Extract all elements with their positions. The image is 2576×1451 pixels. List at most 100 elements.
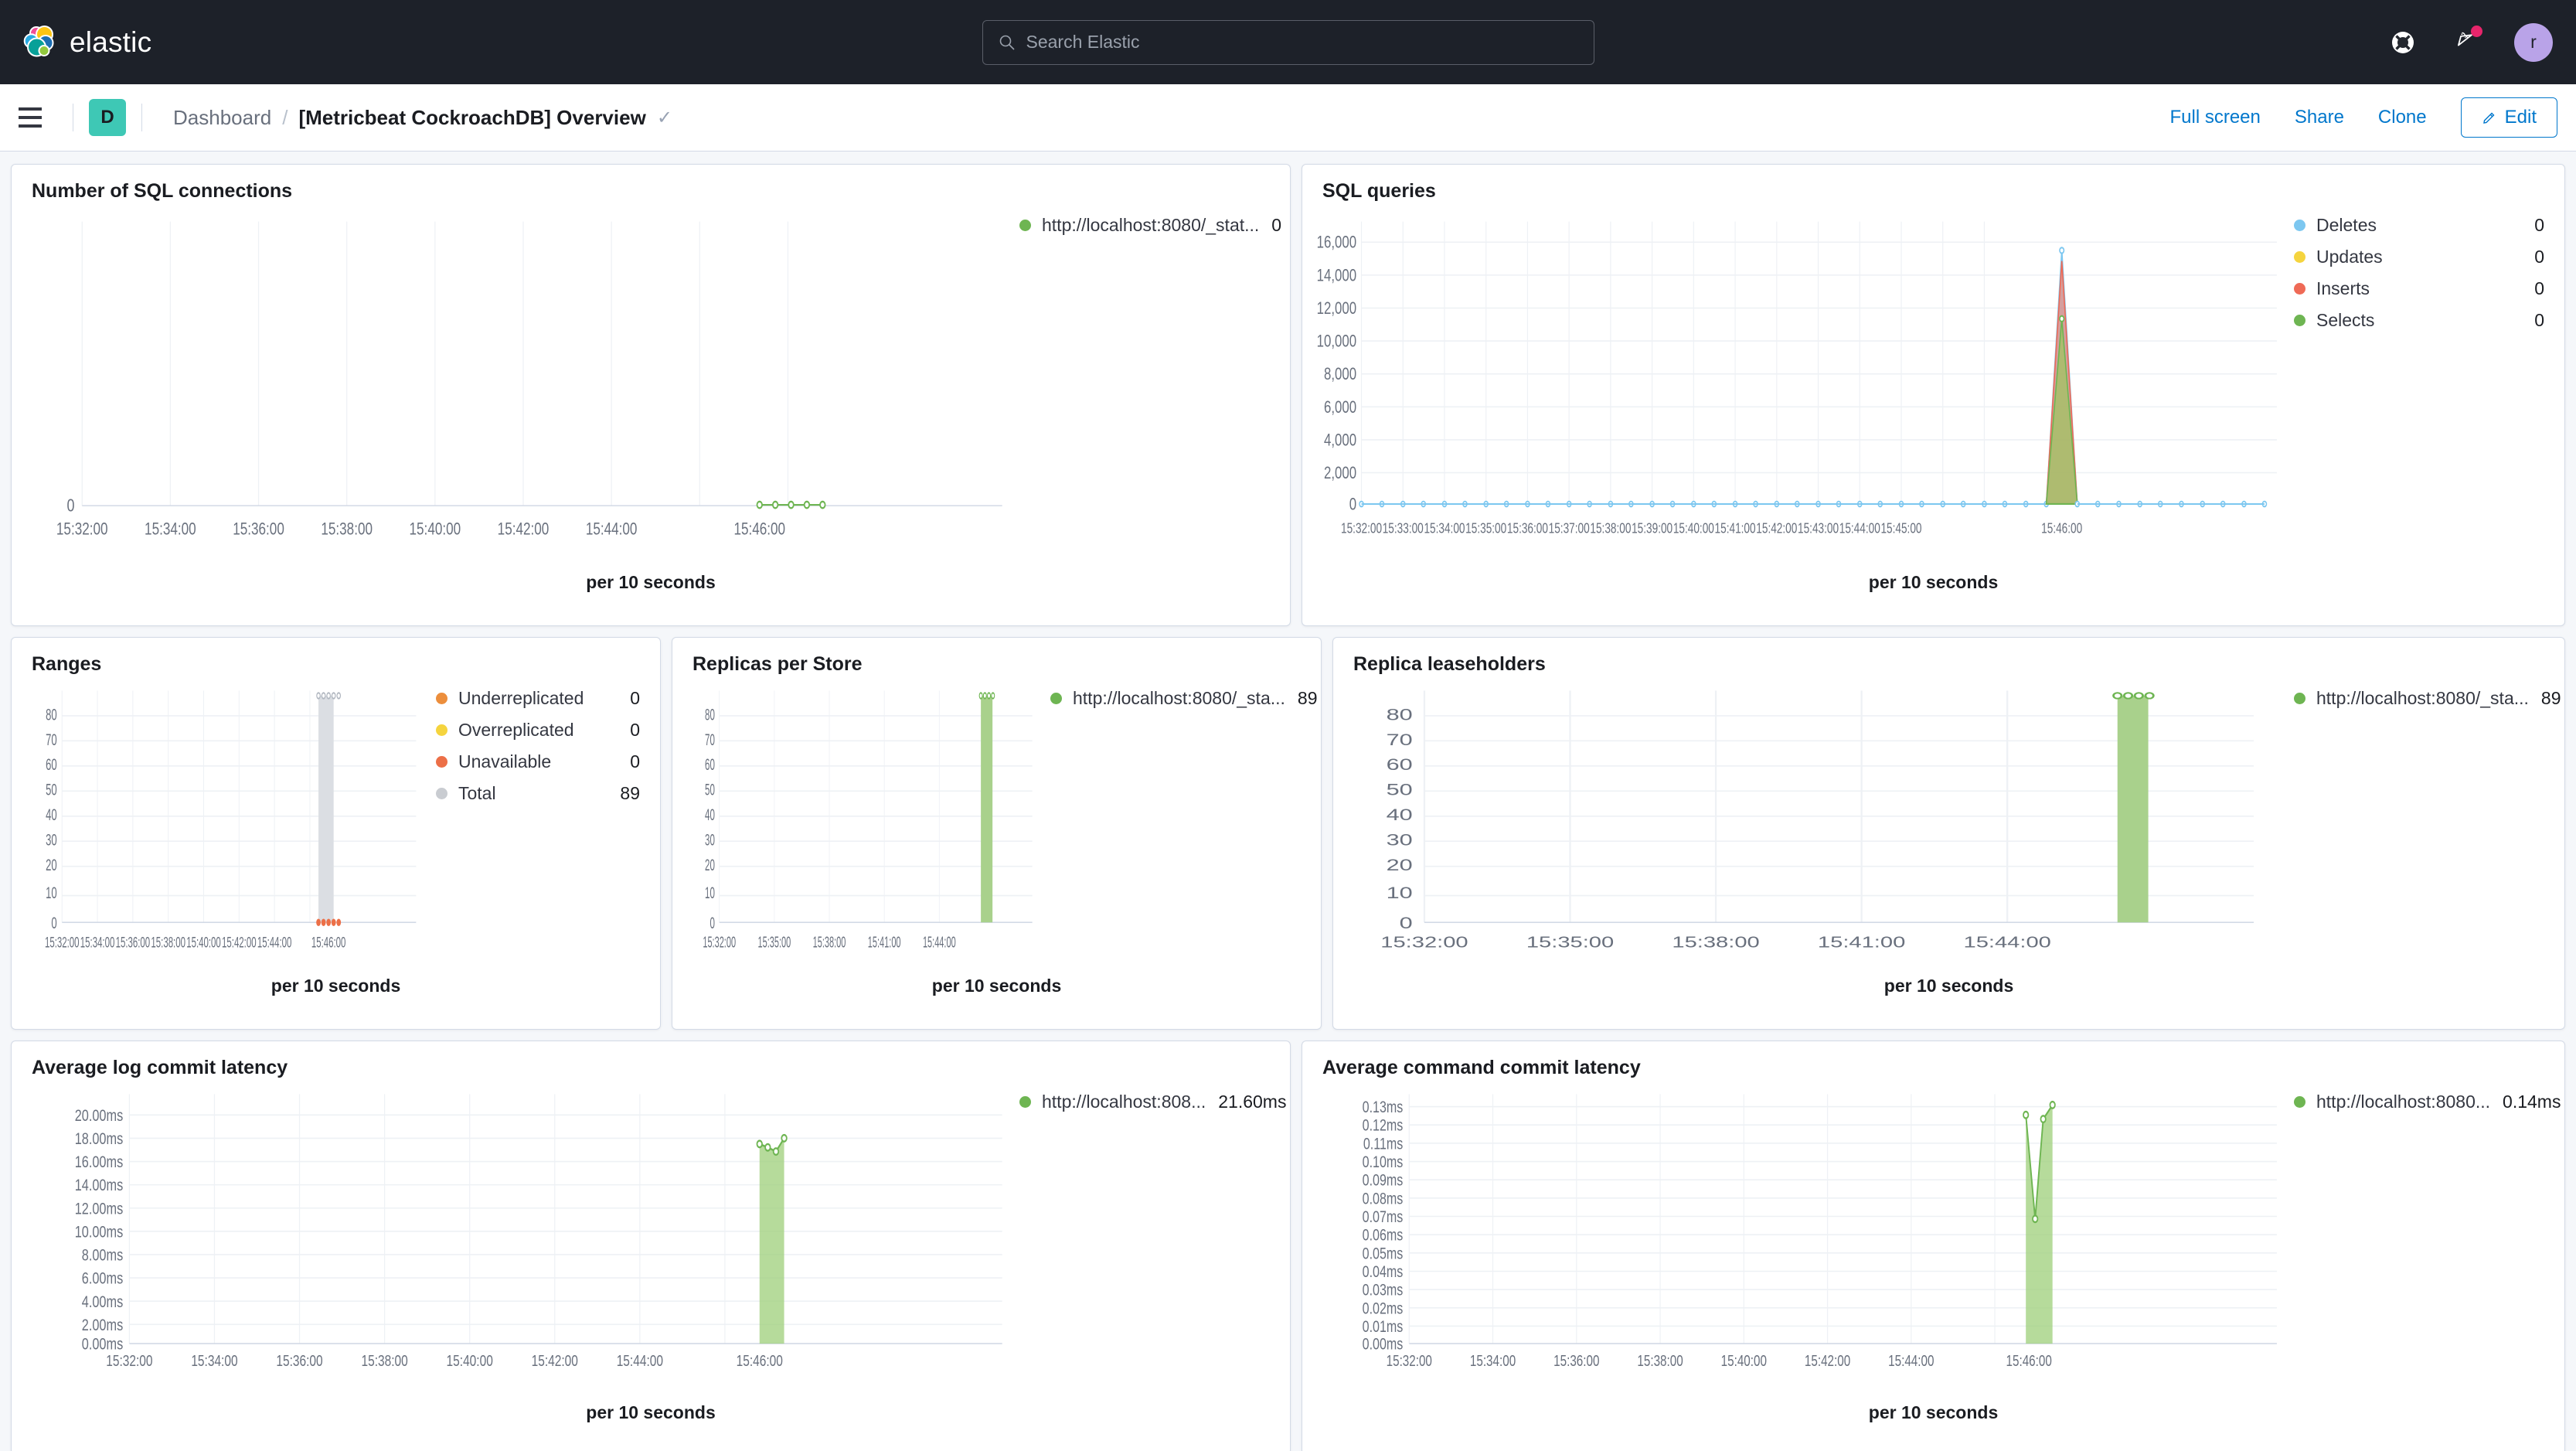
svg-text:18.00ms: 18.00ms — [75, 1130, 124, 1149]
svg-text:15:41:00: 15:41:00 — [868, 934, 901, 951]
svg-text:10: 10 — [1387, 883, 1413, 901]
svg-text:15:36:00: 15:36:00 — [276, 1352, 322, 1370]
svg-text:15:35:00: 15:35:00 — [1465, 520, 1506, 536]
svg-text:15:38:00: 15:38:00 — [361, 1352, 407, 1370]
svg-text:6.00ms: 6.00ms — [82, 1270, 123, 1289]
svg-text:30: 30 — [705, 830, 715, 850]
svg-text:15:44:00: 15:44:00 — [1888, 1352, 1934, 1370]
svg-text:15:41:00: 15:41:00 — [1818, 934, 1905, 952]
svg-text:15:42:00: 15:42:00 — [1756, 520, 1797, 536]
svg-text:15:34:00: 15:34:00 — [1424, 520, 1465, 536]
svg-text:0.01ms: 0.01ms — [1363, 1318, 1404, 1337]
svg-text:15:46:00: 15:46:00 — [2006, 1352, 2052, 1370]
svg-text:0: 0 — [1400, 913, 1413, 932]
svg-text:10: 10 — [46, 883, 57, 901]
svg-text:16,000: 16,000 — [1317, 233, 1356, 253]
svg-text:15:32:00: 15:32:00 — [1380, 934, 1468, 952]
svg-text:50: 50 — [705, 780, 715, 799]
svg-text:15:38:00: 15:38:00 — [1637, 1352, 1683, 1370]
svg-text:10.00ms: 10.00ms — [75, 1223, 124, 1242]
svg-text:0: 0 — [51, 913, 56, 932]
svg-text:70: 70 — [46, 730, 57, 748]
svg-text:15:39:00: 15:39:00 — [1632, 520, 1673, 536]
svg-text:15:32:00: 15:32:00 — [1341, 520, 1382, 536]
svg-text:15:46:00: 15:46:00 — [311, 935, 346, 952]
svg-text:2,000: 2,000 — [1324, 464, 1356, 483]
svg-text:14.00ms: 14.00ms — [75, 1177, 124, 1195]
svg-text:8.00ms: 8.00ms — [82, 1246, 123, 1265]
svg-text:15:40:00: 15:40:00 — [1721, 1352, 1767, 1370]
svg-text:15:36:00: 15:36:00 — [1553, 1352, 1599, 1370]
svg-text:0.00ms: 0.00ms — [1363, 1335, 1404, 1354]
svg-text:15:36:00: 15:36:00 — [116, 935, 151, 952]
svg-text:15:38:00: 15:38:00 — [151, 935, 185, 952]
svg-text:2.00ms: 2.00ms — [82, 1316, 123, 1335]
svg-text:15:32:00: 15:32:00 — [1387, 1352, 1432, 1370]
svg-text:50: 50 — [1387, 780, 1413, 799]
svg-text:80: 80 — [46, 705, 57, 724]
svg-text:0.10ms: 0.10ms — [1363, 1153, 1404, 1172]
svg-text:0: 0 — [710, 913, 714, 932]
svg-text:15:33:00: 15:33:00 — [1383, 520, 1424, 536]
svg-text:20: 20 — [46, 856, 57, 874]
svg-text:15:44:00: 15:44:00 — [1963, 934, 2050, 952]
svg-text:4,000: 4,000 — [1324, 431, 1356, 450]
svg-text:15:41:00: 15:41:00 — [1715, 520, 1756, 536]
svg-text:15:40:00: 15:40:00 — [410, 519, 461, 539]
svg-text:15:32:00: 15:32:00 — [106, 1352, 152, 1370]
svg-text:30: 30 — [46, 830, 57, 849]
svg-text:15:44:00: 15:44:00 — [617, 1352, 663, 1370]
svg-text:15:38:00: 15:38:00 — [1672, 934, 1759, 952]
svg-text:15:37:00: 15:37:00 — [1549, 520, 1590, 536]
svg-text:15:44:00: 15:44:00 — [586, 519, 638, 539]
svg-text:15:36:00: 15:36:00 — [1507, 520, 1548, 536]
svg-text:0.13ms: 0.13ms — [1363, 1098, 1404, 1117]
svg-text:15:34:00: 15:34:00 — [80, 935, 115, 952]
svg-text:0.12ms: 0.12ms — [1363, 1117, 1404, 1136]
svg-text:15:38:00: 15:38:00 — [321, 519, 373, 539]
svg-text:16.00ms: 16.00ms — [75, 1153, 124, 1172]
svg-text:15:38:00: 15:38:00 — [1590, 520, 1631, 536]
svg-text:15:44:00: 15:44:00 — [1839, 520, 1880, 536]
svg-text:15:35:00: 15:35:00 — [757, 934, 791, 951]
svg-text:15:38:00: 15:38:00 — [813, 934, 846, 951]
svg-text:15:34:00: 15:34:00 — [1470, 1352, 1516, 1370]
svg-text:0.11ms: 0.11ms — [1363, 1135, 1403, 1153]
svg-text:0.05ms: 0.05ms — [1363, 1245, 1404, 1263]
svg-text:15:43:00: 15:43:00 — [1798, 520, 1839, 536]
svg-text:0.09ms: 0.09ms — [1363, 1172, 1404, 1190]
svg-text:15:45:00: 15:45:00 — [1880, 520, 1921, 536]
svg-text:6,000: 6,000 — [1324, 398, 1356, 417]
svg-text:0.02ms: 0.02ms — [1363, 1299, 1404, 1318]
svg-text:80: 80 — [1387, 705, 1413, 724]
svg-text:10,000: 10,000 — [1317, 332, 1356, 351]
svg-text:60: 60 — [705, 754, 715, 774]
svg-text:0: 0 — [1349, 495, 1356, 514]
svg-text:20.00ms: 20.00ms — [75, 1107, 124, 1126]
svg-text:15:34:00: 15:34:00 — [191, 1352, 237, 1370]
svg-text:0.08ms: 0.08ms — [1363, 1190, 1404, 1208]
svg-text:4.00ms: 4.00ms — [82, 1293, 123, 1312]
svg-text:40: 40 — [1387, 806, 1413, 824]
svg-text:12.00ms: 12.00ms — [75, 1200, 124, 1218]
svg-text:14,000: 14,000 — [1317, 266, 1356, 285]
svg-text:15:40:00: 15:40:00 — [1673, 520, 1714, 536]
svg-text:60: 60 — [46, 755, 57, 774]
svg-text:15:35:00: 15:35:00 — [1526, 934, 1614, 952]
svg-text:15:32:00: 15:32:00 — [703, 934, 736, 951]
svg-text:15:42:00: 15:42:00 — [532, 1352, 578, 1370]
svg-text:15:46:00: 15:46:00 — [737, 1352, 783, 1370]
svg-text:15:36:00: 15:36:00 — [233, 519, 284, 539]
svg-text:12,000: 12,000 — [1317, 299, 1356, 318]
svg-text:0.03ms: 0.03ms — [1363, 1282, 1404, 1300]
svg-text:20: 20 — [1387, 856, 1413, 874]
svg-text:70: 70 — [1387, 730, 1413, 748]
svg-text:15:32:00: 15:32:00 — [56, 519, 108, 539]
svg-text:70: 70 — [705, 730, 715, 749]
svg-text:0.07ms: 0.07ms — [1363, 1208, 1404, 1227]
svg-text:40: 40 — [705, 805, 715, 824]
svg-text:15:40:00: 15:40:00 — [447, 1352, 493, 1370]
svg-text:0.04ms: 0.04ms — [1363, 1263, 1404, 1282]
svg-text:30: 30 — [1387, 830, 1413, 849]
svg-text:40: 40 — [46, 806, 57, 824]
